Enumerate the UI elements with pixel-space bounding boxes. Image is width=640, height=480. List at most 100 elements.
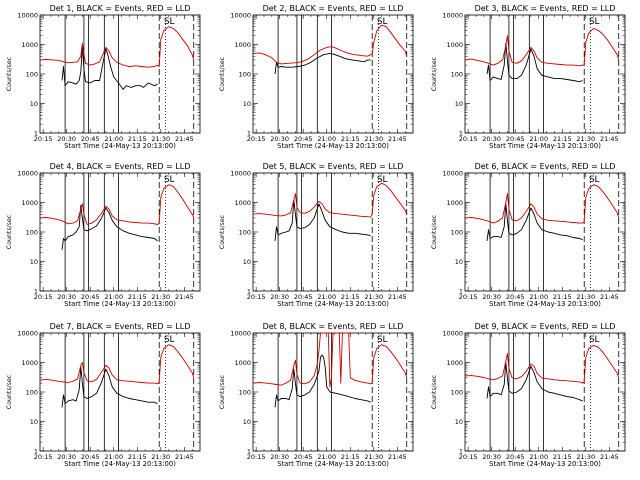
panel-title: Det 7, BLACK = Events, RED = LLD (50, 322, 191, 331)
x-tick-label: 20:45 (506, 293, 525, 301)
panel-title: Det 6, BLACK = Events, RED = LLD (475, 162, 616, 171)
y-tick-label: 10 (455, 258, 463, 266)
y-tick-label: 10 (243, 418, 251, 426)
x-axis-label: Start Time (24-May-13 20:13:00) (277, 300, 389, 308)
y-tick-label: 1 (34, 129, 38, 137)
chart-panel-4: Det 4, BLACK = Events, RED = LLD 1 10 100 10… (6, 162, 201, 308)
y-tick-label: 10 (30, 418, 38, 426)
series-line-events (486, 42, 583, 83)
y-tick-label: 100 (239, 70, 251, 78)
x-tick-label: 20:30 (57, 135, 76, 143)
panel-title: Det 5, BLACK = Events, RED = LLD (263, 162, 404, 171)
series-line-lld (252, 182, 408, 218)
y-tick-label: 10 (30, 258, 38, 266)
y-axis-label: Counts/sec (219, 214, 226, 249)
x-tick-label: 20:15 (34, 453, 53, 461)
sl-label: SL (589, 335, 600, 345)
series-line-lld (464, 27, 620, 67)
series-line-events (61, 366, 158, 408)
x-tick-label: 20:15 (247, 135, 266, 143)
x-tick-label: 21:15 (553, 135, 572, 143)
plot-frame (252, 14, 414, 134)
y-tick-label: 10000 (230, 169, 251, 177)
x-axis-label: Start Time (24-May-13 20:13:00) (64, 142, 176, 150)
series-line-lld (464, 344, 620, 384)
x-tick-label: 20:15 (247, 293, 266, 301)
x-tick-label: 21:00 (529, 293, 548, 301)
y-tick-label: 100 (26, 388, 38, 396)
x-tick-label: 20:15 (459, 135, 478, 143)
x-tick-label: 21:30 (576, 135, 595, 143)
sl-label: SL (377, 17, 388, 27)
series-line-events (274, 52, 371, 75)
sl-label: SL (164, 175, 175, 185)
y-tick-label: 10000 (17, 11, 38, 19)
y-tick-label: 1 (34, 447, 38, 455)
y-axis-label: Counts/sec (431, 56, 438, 91)
x-axis-label: Start Time (24-May-13 20:13:00) (489, 142, 601, 150)
y-tick-label: 1 (247, 447, 251, 455)
y-axis-label: Counts/sec (219, 374, 226, 409)
y-tick-label: 10 (30, 100, 38, 108)
x-tick-label: 20:15 (34, 135, 53, 143)
sl-label: SL (589, 17, 600, 27)
x-tick-label: 21:45 (388, 453, 407, 461)
plot-frame (39, 172, 201, 292)
plot-frame (252, 172, 414, 292)
y-tick-label: 10000 (17, 169, 38, 177)
plot-frame (252, 332, 414, 452)
panel-title: Det 2, BLACK = Events, RED = LLD (263, 4, 404, 13)
x-tick-label: 21:30 (364, 453, 383, 461)
chart-panel-9: Det 9, BLACK = Events, RED = LLD 1 10 100 10… (431, 322, 626, 468)
y-tick-label: 10000 (442, 329, 463, 337)
x-tick-label: 21:15 (128, 135, 147, 143)
x-axis-label: Start Time (24-May-13 20:13:00) (277, 142, 389, 150)
y-tick-label: 10 (455, 418, 463, 426)
x-tick-label: 21:30 (364, 293, 383, 301)
x-tick-label: 21:15 (341, 293, 360, 301)
y-tick-label: 1000 (234, 41, 251, 49)
y-tick-label: 1 (247, 287, 251, 295)
x-tick-label: 21:45 (175, 453, 194, 461)
x-tick-label: 20:30 (270, 453, 289, 461)
x-tick-label: 21:15 (128, 453, 147, 461)
panel-title: Det 8, BLACK = Events, RED = LLD (263, 322, 404, 331)
x-tick-label: 20:15 (459, 293, 478, 301)
x-tick-label: 20:45 (506, 135, 525, 143)
plot-frame (39, 332, 201, 452)
x-tick-label: 21:30 (576, 293, 595, 301)
y-tick-label: 10000 (17, 329, 38, 337)
y-axis-label: Counts/sec (6, 374, 13, 409)
sl-label: SL (164, 335, 175, 345)
series-line-events (274, 199, 371, 241)
series-line-events (274, 354, 371, 408)
x-tick-label: 21:30 (151, 453, 170, 461)
x-tick-label: 21:15 (553, 453, 572, 461)
x-tick-label: 21:45 (175, 135, 194, 143)
x-tick-label: 21:30 (151, 135, 170, 143)
x-tick-label: 20:15 (459, 453, 478, 461)
x-tick-label: 20:30 (270, 293, 289, 301)
x-tick-label: 20:15 (34, 293, 53, 301)
y-tick-label: 10000 (442, 11, 463, 19)
x-axis-label: Start Time (24-May-13 20:13:00) (489, 300, 601, 308)
chart-panel-2: Det 2, BLACK = Events, RED = LLD 1 10 100 10… (219, 4, 414, 150)
y-axis-label: Counts/sec (431, 374, 438, 409)
sl-label: SL (377, 335, 388, 345)
y-axis-label: Counts/sec (219, 56, 226, 91)
y-tick-label: 10 (455, 100, 463, 108)
y-axis-label: Counts/sec (6, 56, 13, 91)
x-tick-label: 21:00 (529, 453, 548, 461)
y-tick-label: 10 (243, 100, 251, 108)
x-tick-label: 20:45 (294, 293, 313, 301)
x-tick-label: 20:30 (57, 453, 76, 461)
series-line-lld (464, 184, 620, 224)
series-line-events (486, 203, 583, 241)
series-line-events (61, 204, 158, 250)
y-tick-label: 100 (451, 388, 463, 396)
x-tick-label: 21:00 (104, 135, 123, 143)
panel-title: Det 4, BLACK = Events, RED = LLD (50, 162, 191, 171)
y-tick-label: 1 (459, 447, 463, 455)
series-line-lld (252, 332, 408, 388)
y-axis-label: Counts/sec (6, 214, 13, 249)
